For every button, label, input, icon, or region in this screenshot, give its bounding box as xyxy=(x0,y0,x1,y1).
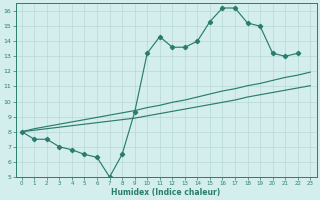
X-axis label: Humidex (Indice chaleur): Humidex (Indice chaleur) xyxy=(111,188,221,197)
